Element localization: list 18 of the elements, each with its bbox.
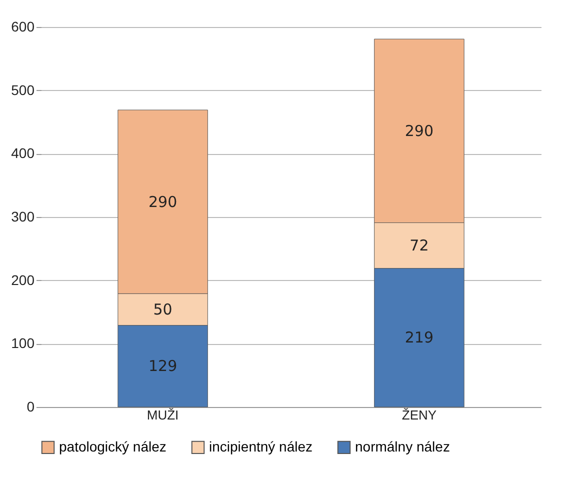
x-tick-label: ŽENY bbox=[402, 408, 437, 422]
legend-label: patologický nález bbox=[59, 438, 166, 454]
legend-label: normálny nález bbox=[355, 438, 450, 454]
y-tick-label: 100 bbox=[11, 335, 35, 352]
y-tick-label: 400 bbox=[11, 145, 35, 162]
data-label: 129 bbox=[148, 357, 178, 376]
y-tick-label: 0 bbox=[26, 398, 35, 414]
y-tick-label: 600 bbox=[11, 18, 35, 34]
data-label: 290 bbox=[404, 122, 434, 140]
data-label: 219 bbox=[404, 328, 434, 347]
data-label: 72 bbox=[410, 236, 429, 254]
y-tick-label: 500 bbox=[11, 82, 35, 98]
y-tick-label: 300 bbox=[11, 208, 35, 224]
x-tick-label: MUŽI bbox=[146, 408, 179, 422]
data-label: 290 bbox=[148, 192, 178, 211]
legend-label: incipientný nález bbox=[209, 438, 313, 454]
y-tick-label: 200 bbox=[11, 272, 35, 288]
data-label: 50 bbox=[153, 300, 172, 318]
